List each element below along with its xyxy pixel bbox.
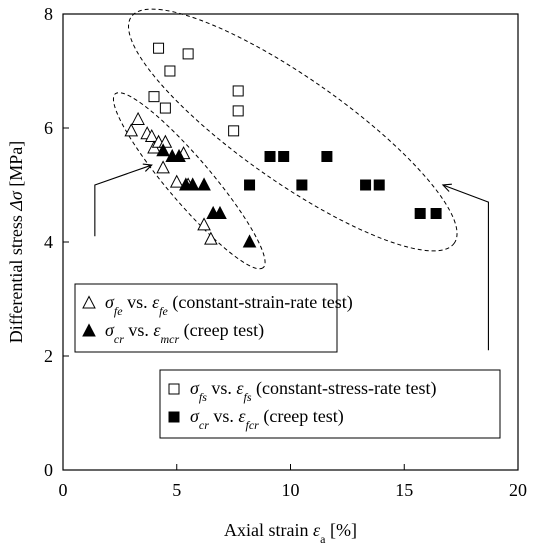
data-point: [264, 151, 276, 162]
data-point: [321, 151, 333, 162]
data-point: [244, 179, 256, 191]
x-axis-title: Axial strain εa [%]: [224, 520, 357, 546]
data-point: [172, 148, 186, 162]
data-point: [232, 105, 244, 117]
series-triangle-filled: [156, 143, 257, 248]
data-point: [197, 177, 211, 191]
data-point: [228, 125, 240, 137]
data-point: [144, 128, 159, 143]
data-point: [213, 205, 227, 219]
data-point: [82, 323, 96, 337]
data-point: [156, 160, 170, 174]
y-tick-label: 6: [44, 118, 53, 138]
grouping-ellipses: [112, 8, 458, 270]
axis-ticks: 0 5 10 15 20 0 2 4 6 8: [44, 4, 527, 500]
data-point: [430, 208, 442, 219]
data-point: [82, 295, 96, 309]
data-point: [148, 91, 160, 103]
arrow-head-stress-rate: [441, 183, 452, 192]
legend-arrows: [94, 163, 489, 351]
arrow-line-strain-rate: [94, 164, 152, 237]
arrow-head-strain-rate: [142, 163, 153, 172]
data-point: [197, 217, 211, 231]
arrow-line-stress-rate: [442, 184, 489, 351]
data-markers: [124, 42, 442, 248]
x-tick-label: 15: [395, 480, 413, 500]
series-triangle-open: [124, 111, 218, 245]
data-point: [164, 65, 176, 77]
x-tick-label: 5: [172, 480, 181, 500]
data-point: [153, 42, 165, 54]
y-tick-label: 8: [44, 4, 53, 24]
data-point: [124, 123, 139, 137]
legend-box-strain-rate: σfe vs. εfe (constant-strain-rate test)σ…: [74, 283, 353, 353]
axis-titles: Axial strain εa [%] Differential stress Δ…: [6, 141, 357, 546]
legend-label: σcr vs. εfcr (creep test): [190, 406, 344, 432]
legend-label: σfs vs. εfs (constant-stress-rate test): [190, 378, 436, 404]
data-point: [360, 179, 372, 191]
legend-label: σfe vs. εfe (constant-strain-rate test): [105, 292, 353, 318]
data-point: [414, 208, 426, 219]
data-point: [158, 134, 173, 148]
legend-label: σcr vs. εmcr (creep test): [105, 320, 264, 346]
data-point: [182, 48, 194, 60]
y-axis-title: Differential stress Δσ [MPa]: [6, 141, 26, 344]
data-point: [296, 179, 308, 191]
data-point: [159, 102, 171, 114]
ellipse-strain-rate-group: [112, 92, 266, 270]
x-tick-label: 0: [59, 480, 68, 500]
legend-frame: [159, 369, 501, 439]
legend-frame: [74, 283, 338, 353]
data-point: [373, 179, 385, 191]
data-point: [168, 411, 180, 423]
data-point: [156, 143, 170, 157]
data-point: [185, 177, 200, 191]
ellipse-stress-rate-group: [128, 8, 458, 252]
data-point: [204, 231, 218, 245]
x-tick-label: 10: [282, 480, 300, 500]
y-tick-label: 2: [44, 346, 53, 366]
data-point: [278, 151, 290, 162]
legend-box-stress-rate: σfs vs. εfs (constant-stress-rate test)σ…: [159, 369, 501, 439]
data-point: [169, 174, 184, 188]
data-point: [232, 85, 244, 97]
series-square-filled: [244, 151, 442, 219]
data-point: [131, 111, 145, 125]
y-tick-label: 0: [44, 460, 53, 480]
x-tick-label: 20: [509, 480, 527, 500]
y-tick-label: 4: [44, 232, 53, 252]
series-square-open: [148, 42, 244, 137]
data-point: [242, 234, 257, 248]
data-point: [168, 383, 180, 395]
